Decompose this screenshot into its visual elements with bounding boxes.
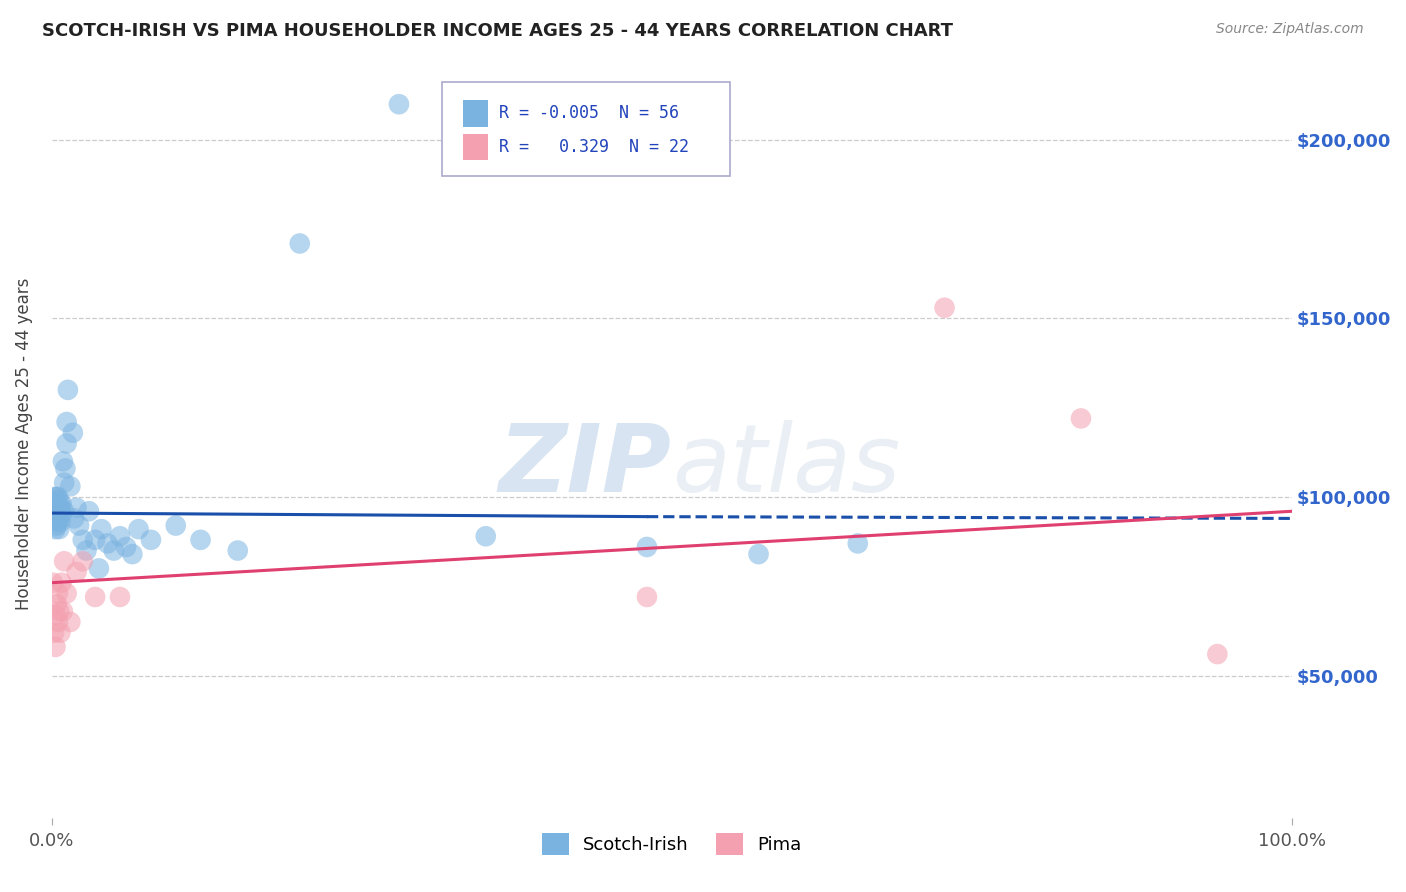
Text: R =   0.329  N = 22: R = 0.329 N = 22 (499, 138, 689, 156)
Point (62, 425, 84, 440)
Text: SCOTCH-IRISH VS PIMA HOUSEHOLDER INCOME AGES 25 - 44 YEARS CORRELATION CHART: SCOTCH-IRISH VS PIMA HOUSEHOLDER INCOME … (42, 22, 953, 40)
Point (51, 497, 73, 511)
Point (46, 586, 69, 600)
Point (103, 543, 125, 558)
Point (96, 536, 118, 550)
Point (115, 540, 138, 554)
Text: atlas: atlas (672, 420, 900, 511)
Point (49, 515, 72, 529)
Point (748, 547, 770, 561)
Point (128, 522, 150, 536)
Point (72, 554, 94, 568)
Point (474, 529, 496, 543)
Text: Source: ZipAtlas.com: Source: ZipAtlas.com (1216, 22, 1364, 37)
Point (90, 522, 112, 536)
Point (51, 508, 73, 522)
Point (49, 500, 72, 515)
Text: ZIP: ZIP (499, 420, 672, 512)
Point (44, 493, 66, 508)
Point (59, 479, 82, 493)
Point (84, 533, 107, 547)
Point (934, 301, 956, 315)
Point (121, 547, 143, 561)
Point (48, 511, 70, 525)
Point (44, 522, 66, 536)
Point (190, 533, 212, 547)
Point (84, 590, 107, 604)
Point (46, 490, 69, 504)
Point (67, 518, 90, 533)
Point (846, 536, 869, 550)
Point (51, 575, 73, 590)
Point (55, 415, 77, 429)
Point (72, 533, 94, 547)
Point (46, 500, 69, 515)
Point (45, 490, 67, 504)
Point (52, 454, 75, 468)
Point (44, 504, 66, 518)
Point (44, 490, 66, 504)
Legend: Scotch-Irish, Pima: Scotch-Irish, Pima (534, 825, 808, 862)
Point (44, 607, 66, 622)
Point (76, 543, 98, 558)
Point (48, 493, 70, 508)
Point (42, 508, 65, 522)
Point (1206, 647, 1229, 661)
Point (636, 540, 658, 554)
Point (53, 554, 76, 568)
Point (56, 383, 79, 397)
Point (165, 518, 187, 533)
Point (55, 461, 77, 475)
Point (65, 565, 87, 579)
Point (139, 533, 162, 547)
Point (226, 543, 249, 558)
Point (59, 615, 82, 629)
Point (48, 500, 70, 515)
Point (52, 604, 75, 618)
Point (46, 515, 69, 529)
Point (44, 640, 66, 654)
Point (108, 590, 131, 604)
Point (48, 522, 70, 536)
Point (44, 511, 66, 525)
Point (77, 504, 100, 518)
Point (55, 586, 77, 600)
Point (45, 597, 67, 611)
Point (87, 561, 110, 575)
Point (48, 604, 70, 618)
Point (53, 504, 76, 518)
Y-axis label: Householder Income Ages 25 - 44 years: Householder Income Ages 25 - 44 years (15, 277, 32, 609)
Point (108, 529, 131, 543)
Point (53, 475, 76, 490)
Point (44, 625, 66, 640)
Point (42, 575, 65, 590)
Point (42, 497, 65, 511)
Point (65, 500, 87, 515)
Point (45, 497, 67, 511)
Point (49, 625, 72, 640)
Point (388, 97, 411, 112)
Point (636, 590, 658, 604)
Point (63, 511, 86, 525)
Text: R = -0.005  N = 56: R = -0.005 N = 56 (499, 104, 679, 122)
Point (45, 518, 67, 533)
Point (288, 236, 311, 251)
Point (55, 436, 77, 450)
Point (45, 508, 67, 522)
Point (1070, 411, 1092, 425)
Point (46, 615, 69, 629)
